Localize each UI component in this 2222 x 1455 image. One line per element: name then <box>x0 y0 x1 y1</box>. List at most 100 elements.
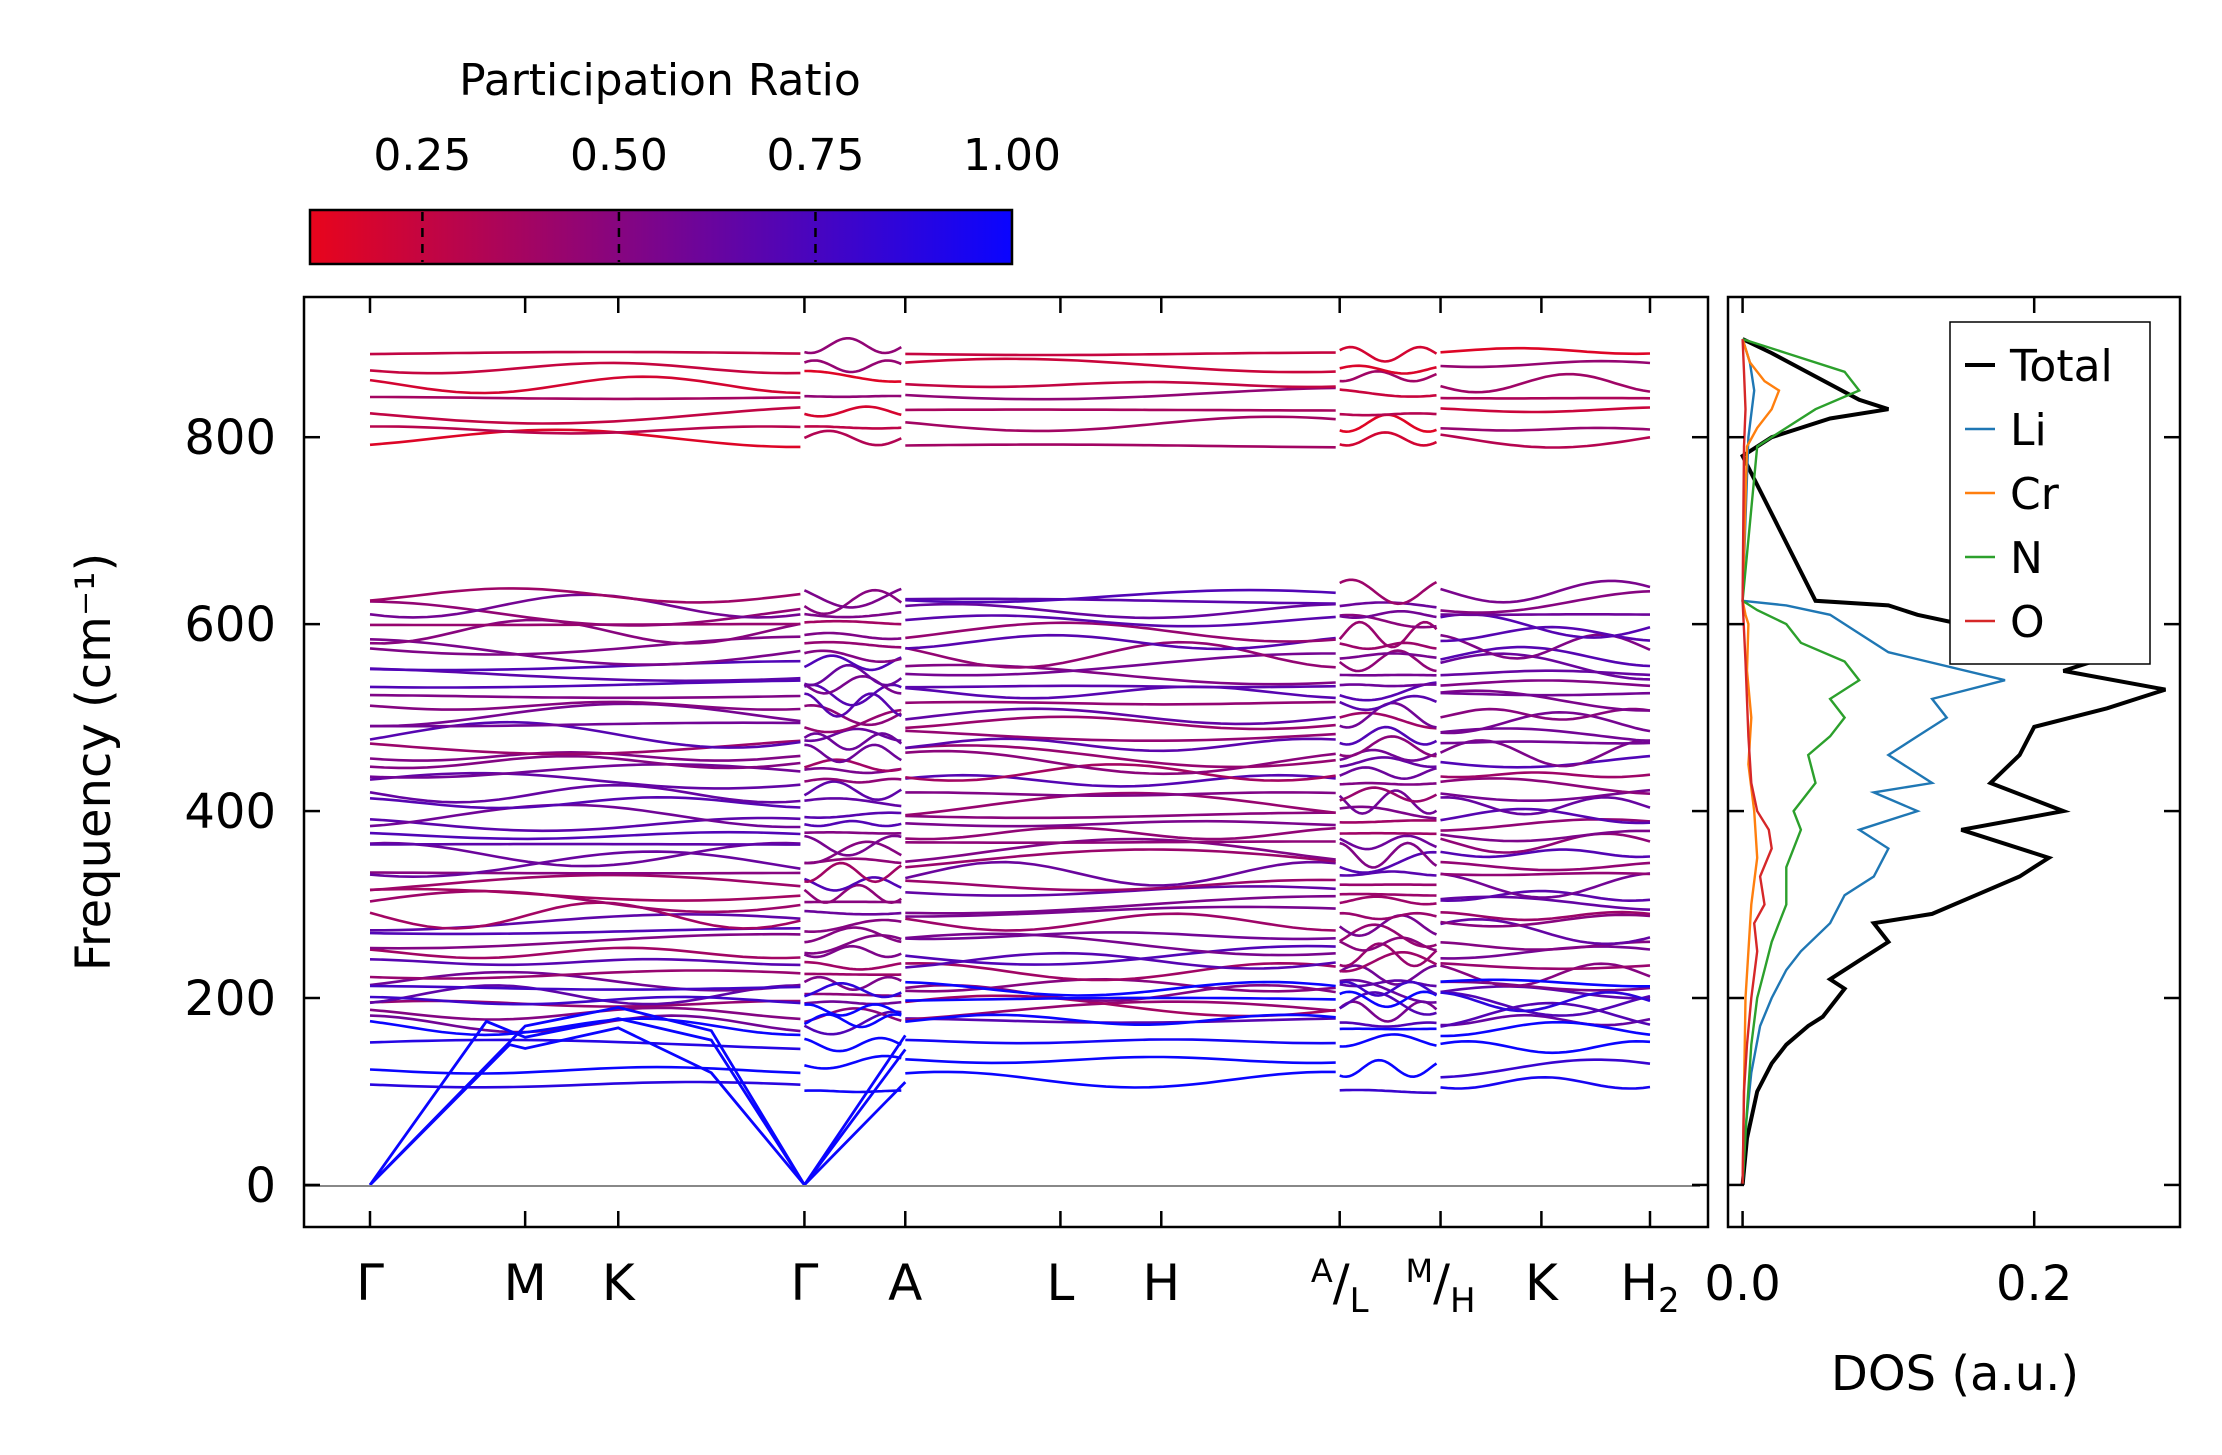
band-branch <box>905 1055 1336 1065</box>
colorbar-tick-label: 1.00 <box>963 130 1061 181</box>
band-branch <box>905 894 1336 915</box>
band-branch <box>905 961 1336 982</box>
band-branch <box>1440 691 1651 697</box>
band-branch <box>369 984 801 991</box>
band-branch <box>804 992 902 998</box>
band-branch <box>1339 990 1438 1009</box>
band-y-tick-label: 600 <box>184 597 276 653</box>
band-y-axis-label: Frequency (cm⁻¹) <box>66 553 122 971</box>
band-branch <box>1339 964 1437 986</box>
band-lines <box>368 337 1651 1186</box>
band-branch <box>369 795 801 810</box>
band-branch <box>1440 962 1651 988</box>
band-branch <box>1440 817 1651 832</box>
band-branch <box>905 408 1336 412</box>
acoustic-branch <box>368 1017 806 1186</box>
kpath-label: M/H <box>1406 1252 1476 1321</box>
band-branch <box>804 727 902 743</box>
kpath-label: K <box>1525 1254 1559 1312</box>
band-branch <box>803 732 903 751</box>
band-branch <box>1440 990 1651 1013</box>
band-branch <box>1339 870 1437 877</box>
band-branch <box>369 700 801 711</box>
band-y-tick-label: 400 <box>184 784 276 840</box>
band-branch <box>1440 1039 1651 1055</box>
band-branch <box>1440 832 1651 854</box>
kpath-label: M <box>504 1254 547 1312</box>
band-branch <box>369 428 801 449</box>
band-branch <box>905 951 1336 970</box>
band-branch <box>1440 795 1651 816</box>
band-branch <box>905 840 1336 844</box>
band-branch <box>804 640 902 649</box>
band-branch <box>803 780 902 802</box>
band-branch <box>905 885 1336 897</box>
band-branch <box>803 654 902 672</box>
band-branch <box>1339 978 1437 1004</box>
band-branch <box>804 926 902 944</box>
band-branch <box>905 380 1336 389</box>
band-branch <box>804 758 902 773</box>
band-branch <box>369 969 801 980</box>
band-branch <box>1339 1027 1437 1031</box>
band-branch <box>905 640 1336 669</box>
band-branch <box>905 878 1336 892</box>
dos-series-lines <box>1740 337 2167 1186</box>
band-branch <box>905 744 1336 769</box>
band-branch <box>905 614 1336 628</box>
band-branch <box>905 1070 1336 1089</box>
band-branch <box>1440 710 1651 735</box>
band-branch <box>1440 871 1651 877</box>
band-branch <box>1440 652 1651 681</box>
band-branch <box>905 912 1336 932</box>
band-branch <box>1339 756 1437 769</box>
band-branch <box>369 600 801 627</box>
band-branch <box>369 693 801 700</box>
band-branch <box>369 901 801 930</box>
band-branch <box>1339 711 1437 730</box>
band-branch <box>905 996 1336 1002</box>
band-branch <box>1339 345 1438 363</box>
band-branch <box>804 982 902 999</box>
band-branch <box>1440 1001 1651 1028</box>
kpath-label: L <box>1046 1254 1074 1312</box>
band-branch <box>905 443 1336 449</box>
band-branch <box>369 932 801 950</box>
band-branch <box>369 995 801 1006</box>
acoustic-branch <box>368 1005 806 1186</box>
band-branch <box>1440 860 1651 872</box>
band-branch <box>1440 433 1651 449</box>
colorbar-tick-label: 0.25 <box>373 130 471 181</box>
band-branch <box>369 841 801 868</box>
band-branch <box>369 803 801 829</box>
band-branch <box>804 619 902 626</box>
band-branch <box>1339 834 1438 851</box>
band-branch <box>1440 895 1651 911</box>
band-branch <box>905 729 1336 742</box>
band-branch <box>1339 369 1437 383</box>
band-branch <box>905 633 1336 651</box>
kpath-label: K <box>602 1254 636 1312</box>
band-branch <box>370 842 801 846</box>
band-branch <box>1339 805 1437 820</box>
band-branch <box>1440 346 1651 356</box>
band-branch <box>370 395 801 401</box>
band-branch <box>369 750 801 762</box>
legend-label-li: Li <box>2010 405 2047 456</box>
band-branch <box>905 980 1336 997</box>
band-branch <box>1339 364 1437 375</box>
colorbar-tick-label: 0.75 <box>766 130 864 181</box>
band-branch <box>905 684 1336 689</box>
band-branch <box>1440 991 1651 1017</box>
band-branch <box>1339 412 1437 417</box>
dos-series-o <box>1741 339 1773 1185</box>
band-branch <box>1440 579 1651 604</box>
band-branch <box>804 631 902 641</box>
band-branch <box>369 984 801 1006</box>
band-branch <box>369 350 801 356</box>
dos-legend: Total Li Cr NO <box>1949 321 2151 665</box>
band-branch <box>1339 831 1437 836</box>
band-branch <box>1440 913 1651 928</box>
band-branch <box>1339 683 1437 688</box>
band-branch <box>369 659 801 672</box>
